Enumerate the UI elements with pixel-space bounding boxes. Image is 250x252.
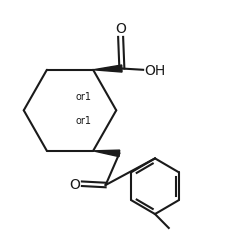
Text: or1: or1 — [76, 116, 92, 126]
Text: O: O — [69, 177, 80, 191]
Polygon shape — [93, 66, 122, 73]
Text: O: O — [115, 22, 126, 36]
Text: OH: OH — [144, 64, 165, 77]
Text: or1: or1 — [76, 92, 92, 102]
Polygon shape — [93, 150, 120, 157]
